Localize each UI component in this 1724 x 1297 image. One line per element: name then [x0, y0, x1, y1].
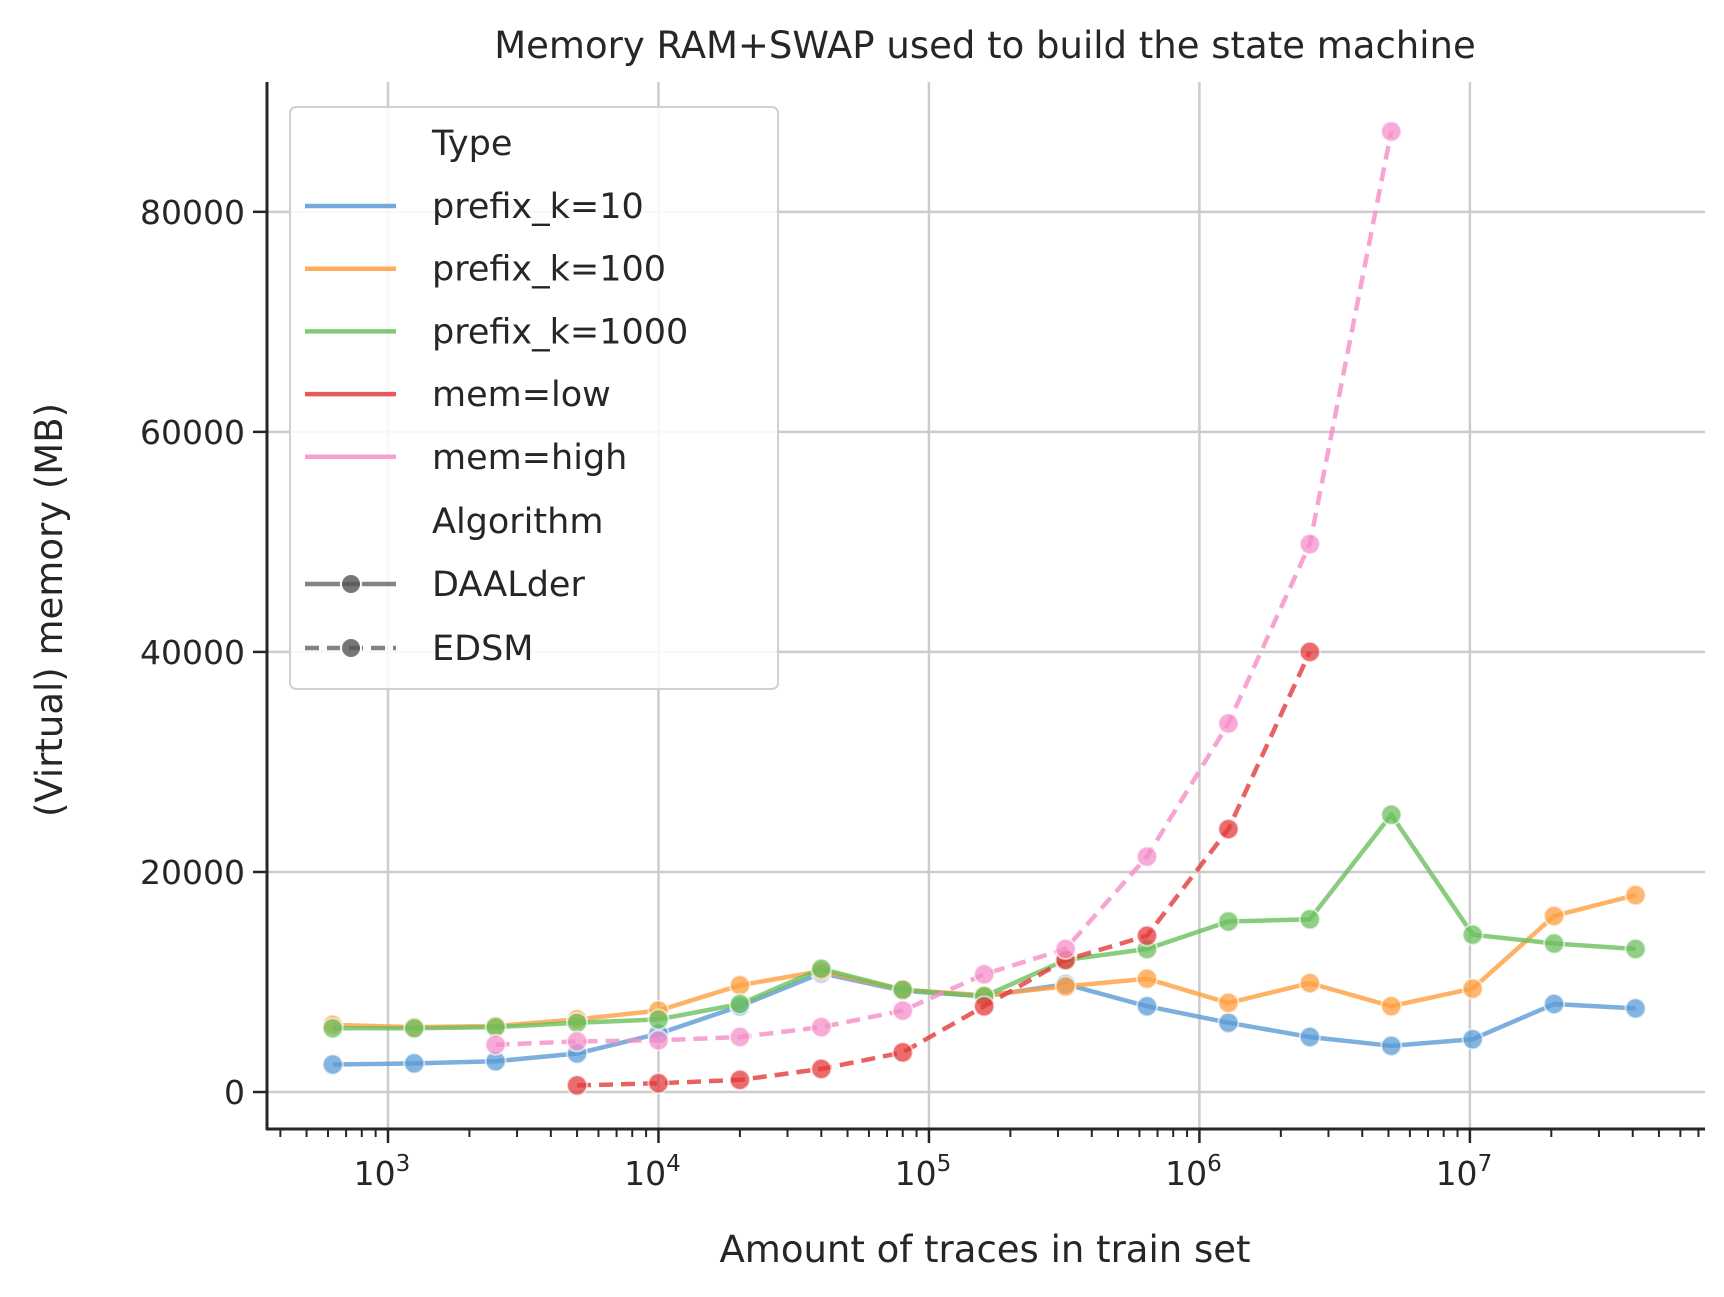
- data-point: [1135, 995, 1158, 1018]
- data-point: [1298, 972, 1321, 995]
- data-point: [403, 1052, 426, 1075]
- legend-entry: DAALder: [432, 565, 585, 605]
- data-point: [973, 995, 996, 1018]
- data-point: [321, 1017, 344, 1040]
- series-mem-high: [484, 120, 1403, 1056]
- y-axis-label: (Virtual) memory (MB): [28, 403, 71, 817]
- y-tick-label: 80000: [140, 193, 245, 232]
- data-point: [728, 993, 751, 1016]
- y-tick-label: 60000: [140, 413, 245, 452]
- data-point: [810, 957, 833, 980]
- data-point: [1380, 995, 1403, 1018]
- data-point: [1461, 1028, 1484, 1051]
- data-point: [728, 974, 751, 997]
- legend-title-algorithm: Algorithm: [432, 502, 603, 542]
- data-point: [1380, 1034, 1403, 1057]
- data-point: [647, 1008, 670, 1031]
- legend-entry: prefix_k=10: [432, 187, 644, 227]
- data-point: [1543, 904, 1566, 927]
- data-point: [810, 1057, 833, 1080]
- data-point: [1298, 1026, 1321, 1049]
- data-point: [1624, 937, 1647, 960]
- data-point: [1217, 818, 1240, 841]
- series-line: [576, 650, 1312, 1088]
- legend-entry: EDSM: [432, 629, 533, 669]
- x-tick-label: 103: [354, 1151, 411, 1193]
- legend-entry: prefix_k=1000: [432, 312, 688, 352]
- data-point: [1461, 977, 1484, 1000]
- data-point: [1298, 640, 1321, 663]
- legend-title-type: Type: [431, 124, 512, 164]
- y-tick-label: 0: [224, 1073, 245, 1112]
- data-point: [647, 1072, 670, 1095]
- data-point: [1135, 967, 1158, 990]
- data-point: [647, 1029, 670, 1052]
- data-point: [728, 1026, 751, 1049]
- data-point: [1461, 923, 1484, 946]
- data-point: [1624, 997, 1647, 1020]
- legend: Type prefix_k=10 prefix_k=100 prefix_k=1000…: [289, 106, 779, 690]
- data-point: [1135, 845, 1158, 868]
- data-point: [321, 1053, 344, 1076]
- data-point: [973, 963, 996, 986]
- legend-entry: mem=high: [432, 438, 627, 478]
- data-point: [1135, 924, 1158, 947]
- data-point: [1217, 910, 1240, 933]
- data-point: [566, 1074, 589, 1097]
- data-point: [403, 1017, 426, 1040]
- data-point: [566, 1030, 589, 1053]
- legend-box: [289, 106, 779, 690]
- x-axis-label: Amount of traces in train set: [719, 1228, 1250, 1271]
- legend-marker: [340, 573, 362, 595]
- x-tick-label: 104: [624, 1151, 681, 1193]
- data-point: [1543, 932, 1566, 955]
- data-point: [1298, 533, 1321, 556]
- legend-entry: mem=low: [432, 375, 611, 415]
- data-point: [1217, 991, 1240, 1014]
- data-point: [1054, 937, 1077, 960]
- data-point: [891, 978, 914, 1001]
- x-tick-label: 107: [1436, 1151, 1493, 1193]
- data-point: [1380, 120, 1403, 143]
- data-point: [1298, 908, 1321, 931]
- data-point: [1380, 803, 1403, 826]
- data-point: [1217, 712, 1240, 735]
- data-point: [891, 1041, 914, 1064]
- data-point: [1543, 993, 1566, 1016]
- y-tick-label: 20000: [140, 853, 245, 892]
- series-layer: [321, 120, 1647, 1097]
- data-point: [1217, 1011, 1240, 1034]
- x-tick-label: 106: [1165, 1151, 1222, 1193]
- series-mem-low: [566, 640, 1321, 1097]
- chart-title: Memory RAM+SWAP used to build the state …: [494, 24, 1475, 67]
- axes: 103 104 105 106 107 0 20000 40000 60000 80000: [140, 82, 1705, 1193]
- legend-entry: prefix_k=100: [432, 250, 666, 290]
- data-point: [1624, 884, 1647, 907]
- data-point: [566, 1011, 589, 1034]
- data-point: [810, 1016, 833, 1039]
- data-point: [728, 1068, 751, 1091]
- data-point: [1054, 975, 1077, 998]
- x-tick-label: 105: [895, 1151, 952, 1193]
- data-point: [891, 999, 914, 1022]
- y-tick-label: 40000: [140, 633, 245, 672]
- data-point: [484, 1033, 507, 1056]
- legend-marker: [340, 637, 362, 659]
